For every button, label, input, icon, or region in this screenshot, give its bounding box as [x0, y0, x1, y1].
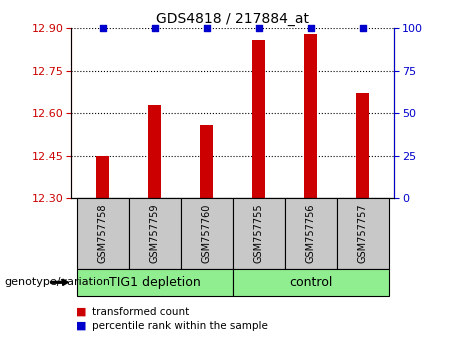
Point: [359, 25, 366, 31]
Text: GSM757760: GSM757760: [202, 204, 212, 263]
Text: ■: ■: [76, 307, 87, 316]
Text: transformed count: transformed count: [92, 307, 189, 316]
Text: control: control: [289, 276, 332, 289]
Text: genotype/variation: genotype/variation: [5, 277, 111, 287]
Text: GSM757758: GSM757758: [98, 204, 108, 263]
Bar: [77, 269, 233, 296]
Point: [151, 25, 159, 31]
Point: [307, 25, 314, 31]
Text: GSM757755: GSM757755: [254, 204, 264, 263]
Point: [203, 25, 211, 31]
Bar: [181, 198, 233, 269]
Bar: [304, 34, 317, 198]
Bar: [285, 198, 337, 269]
Bar: [200, 125, 213, 198]
Bar: [96, 156, 109, 198]
Bar: [148, 105, 161, 198]
Point: [99, 25, 106, 31]
Bar: [233, 198, 285, 269]
Title: GDS4818 / 217884_at: GDS4818 / 217884_at: [156, 12, 309, 26]
Bar: [252, 40, 266, 198]
Text: GSM757757: GSM757757: [358, 204, 368, 263]
Bar: [77, 198, 129, 269]
Bar: [356, 93, 369, 198]
Bar: [337, 198, 389, 269]
Bar: [129, 198, 181, 269]
Point: [255, 25, 262, 31]
Text: TIG1 depletion: TIG1 depletion: [109, 276, 201, 289]
Text: GSM757759: GSM757759: [150, 204, 160, 263]
Text: GSM757756: GSM757756: [306, 204, 316, 263]
Text: percentile rank within the sample: percentile rank within the sample: [92, 321, 268, 331]
Text: ■: ■: [76, 321, 87, 331]
Bar: [233, 269, 389, 296]
